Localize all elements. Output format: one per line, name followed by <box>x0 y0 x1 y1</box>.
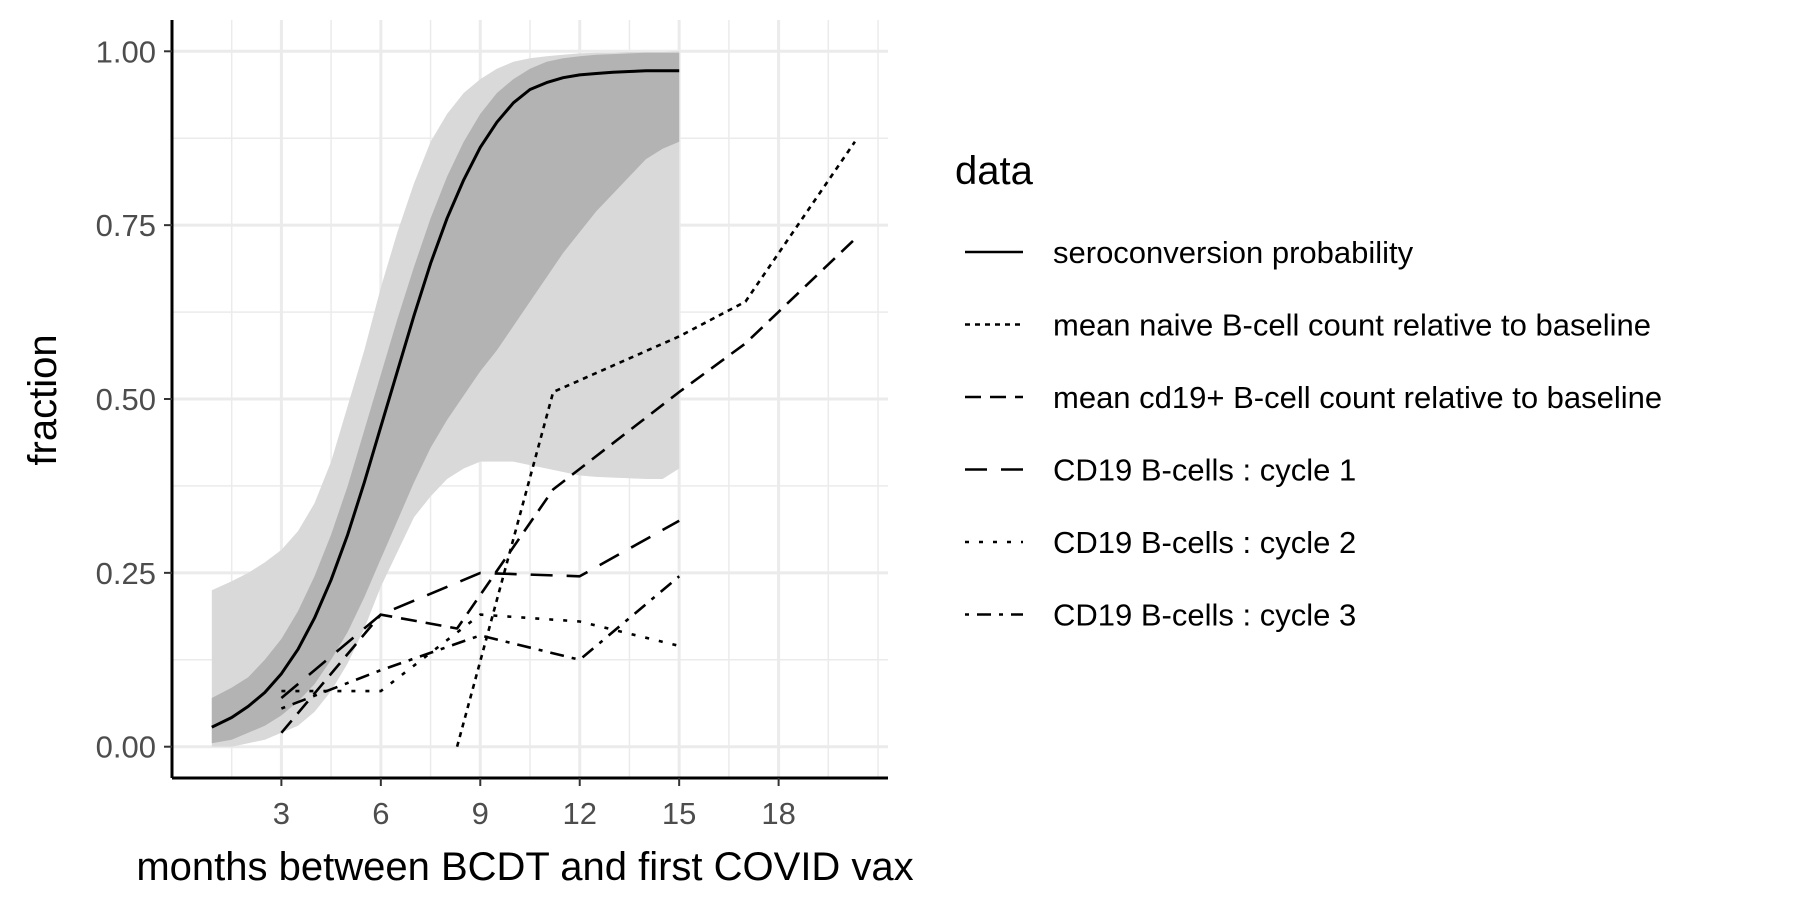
legend-label-4: CD19 B-cells : cycle 1 <box>1053 453 1356 488</box>
y-tick-label: 0.50 <box>96 382 156 417</box>
confidence-ribbons <box>211 51 680 747</box>
series-line-1 <box>211 69 680 729</box>
x-tick-label: 18 <box>761 796 795 831</box>
x-tick-label: 6 <box>372 796 389 831</box>
x-tick-label: 9 <box>472 796 489 831</box>
series-line-6 <box>280 575 681 710</box>
legend-label-3: mean cd19+ B-cell count relative to base… <box>1053 380 1662 415</box>
legend-label-2: mean naive B-cell count relative to base… <box>1053 308 1651 343</box>
data-lines <box>211 69 856 748</box>
y-tick-label: 0.00 <box>96 730 156 765</box>
series-line-4 <box>280 519 680 699</box>
y-tick-label: 1.00 <box>96 34 156 69</box>
series-line-2 <box>455 140 856 748</box>
y-tick-label: 0.25 <box>96 556 156 591</box>
series-line-5 <box>281 613 680 693</box>
y-tick-label: 0.75 <box>96 208 156 243</box>
x-axis-title: months between BCDT and first COVID vax <box>136 845 913 889</box>
legend-label-1: seroconversion probability <box>1053 235 1414 270</box>
legend-label-5: CD19 B-cells : cycle 2 <box>1053 525 1356 560</box>
x-tick-label: 12 <box>562 796 596 831</box>
tick-labels: 3 6 9 12 15 18 0.00 0.25 0.50 0.75 1.00 <box>96 34 796 831</box>
axes <box>164 20 888 786</box>
y-axis-title: fraction <box>21 334 65 465</box>
legend: data seroconversion probability mean naiv… <box>955 149 1662 633</box>
x-tick-label: 3 <box>273 796 290 831</box>
x-tick-label: 15 <box>662 796 696 831</box>
ribbon-inner <box>211 52 680 744</box>
legend-label-6: CD19 B-cells : cycle 3 <box>1053 598 1356 633</box>
legend-title: data <box>955 149 1034 193</box>
